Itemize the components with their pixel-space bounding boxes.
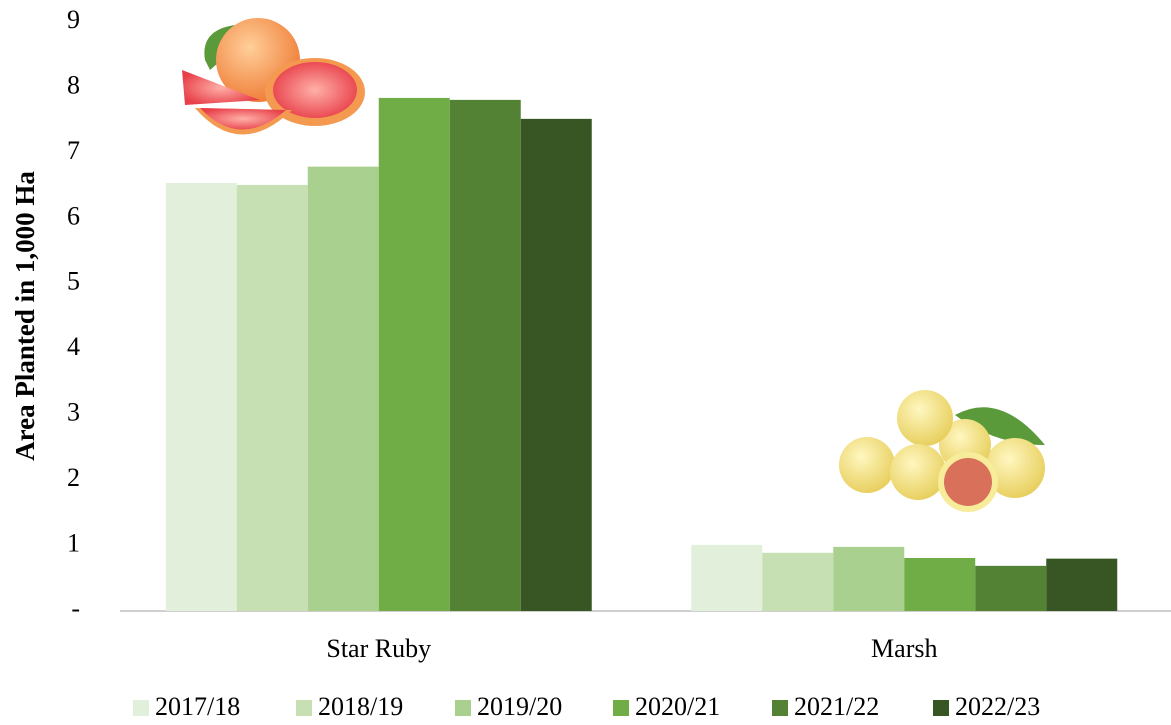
bar (378, 97, 450, 612)
star-ruby-photo (182, 18, 365, 135)
y-tick-label: 7 (67, 136, 80, 165)
bar (975, 565, 1047, 611)
legend-label: 2019/20 (477, 692, 562, 721)
bar (904, 557, 976, 611)
legend-swatch (455, 700, 471, 716)
bar (833, 546, 905, 611)
legend-label: 2020/21 (635, 692, 720, 721)
bar (520, 118, 592, 611)
bar (165, 182, 237, 611)
bar (762, 552, 834, 611)
bar (236, 184, 308, 611)
x-tick-label: Star Ruby (326, 634, 431, 663)
x-tick-label: Marsh (871, 634, 937, 663)
y-tick-label: - (71, 594, 80, 623)
y-tick-label: 9 (67, 5, 80, 34)
marsh-photo (839, 390, 1045, 512)
legend-swatch (933, 700, 949, 716)
bar (449, 99, 521, 611)
y-tick-label: 5 (67, 267, 80, 296)
legend-label: 2022/23 (955, 692, 1040, 721)
legend-label: 2018/19 (318, 692, 403, 721)
legend-swatch (772, 700, 788, 716)
legend-swatch (133, 700, 149, 716)
y-tick-label: 6 (67, 201, 80, 230)
y-tick-label: 3 (67, 398, 80, 427)
y-tick-label: 1 (67, 529, 80, 558)
y-tick-label: 8 (67, 70, 80, 99)
bar (691, 544, 763, 611)
legend-swatch (613, 700, 629, 716)
bar (307, 166, 379, 612)
y-axis-label: Area Planted in 1,000 Ha (10, 171, 40, 461)
legend-label: 2017/18 (155, 692, 240, 721)
legend-swatch (296, 700, 312, 716)
legend-label: 2021/22 (794, 692, 879, 721)
y-tick-label: 2 (67, 463, 80, 492)
bar (1046, 558, 1118, 611)
y-tick-label: 4 (67, 332, 80, 361)
